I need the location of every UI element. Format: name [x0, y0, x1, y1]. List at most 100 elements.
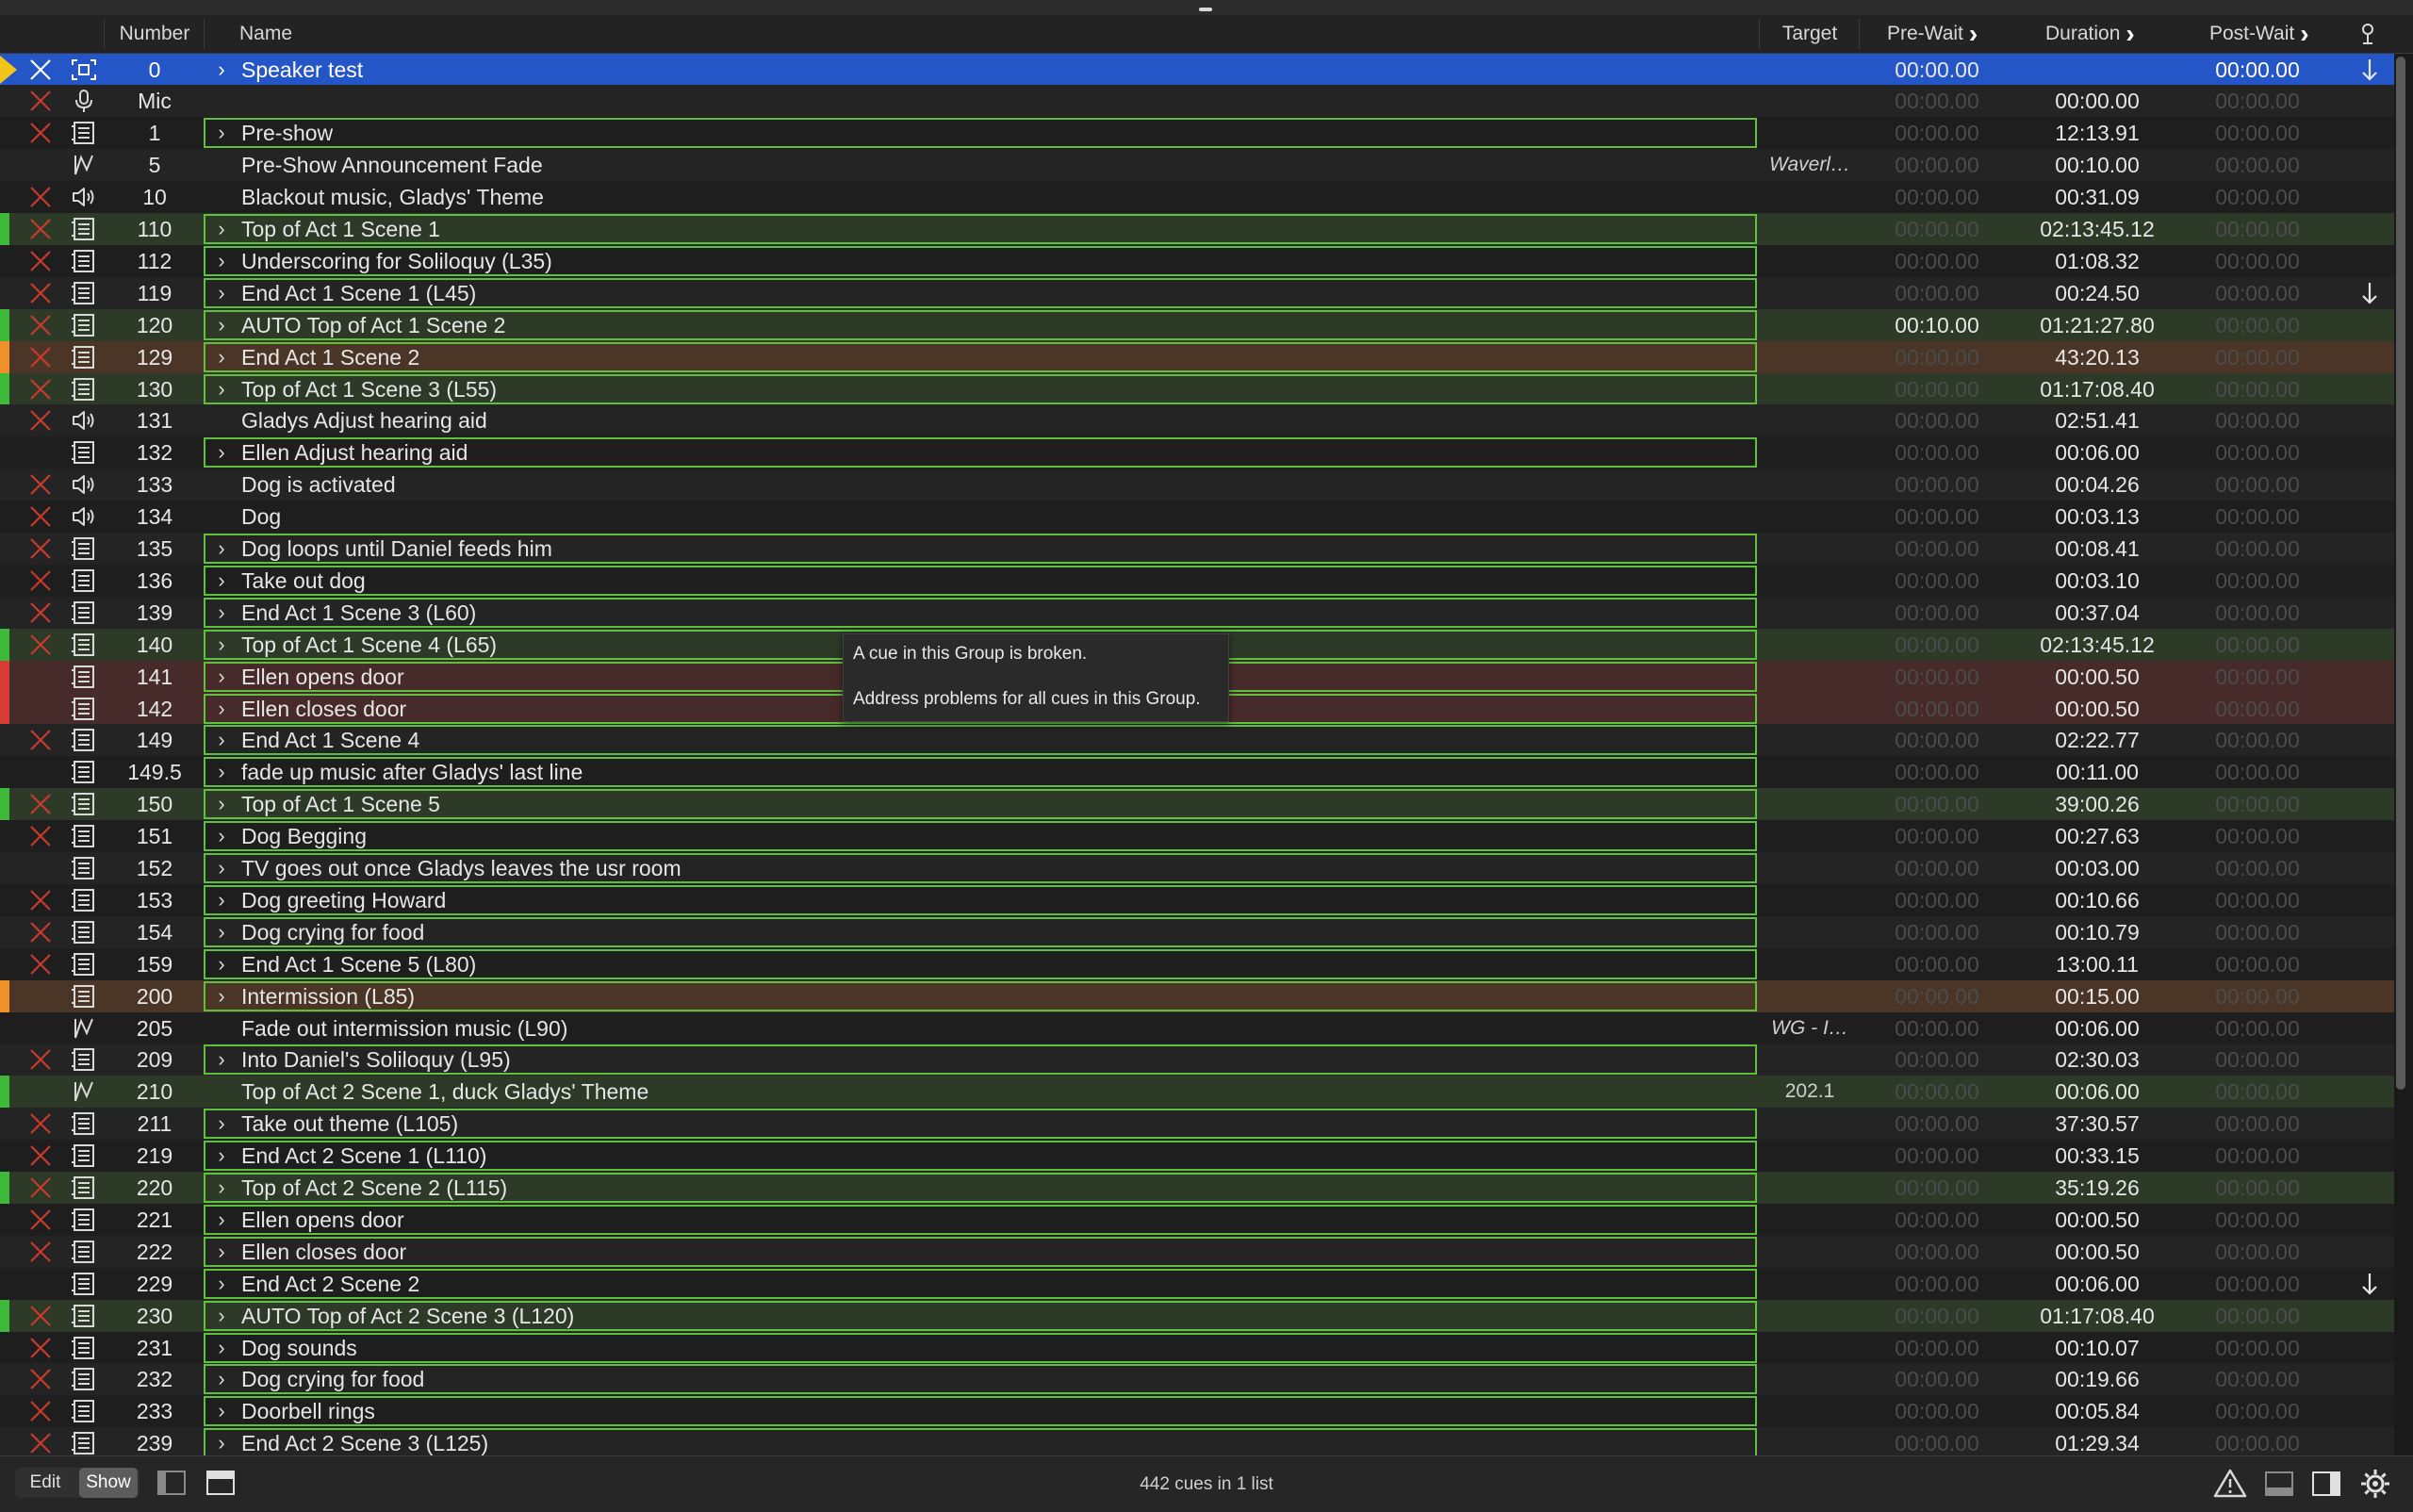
cue-row[interactable]: 139 › End Act 1 Scene 3 (L60) 00:00.00 00:37… [0, 596, 2394, 629]
sidebar-left-icon[interactable] [155, 1468, 189, 1500]
cue-name-cell[interactable]: › Top of Act 1 Scene 3 (L55) [205, 373, 1759, 405]
cue-name-cell[interactable]: › Dog crying for food [205, 1363, 1759, 1395]
edit-mode-button[interactable]: Edit [29, 1472, 61, 1492]
column-postwait[interactable]: Post-Wait › [2209, 15, 2309, 53]
disclosure-chevron-icon[interactable]: › [218, 248, 225, 272]
cue-row[interactable]: 209 › Into Daniel's Soliloquy (L95) 00:00.0… [0, 1044, 2394, 1076]
broken-status-icon[interactable] [26, 1432, 55, 1454]
cue-name-cell[interactable]: › End Act 1 Scene 3 (L60) [205, 597, 1759, 629]
cue-name-cell[interactable]: › Take out theme (L105) [205, 1108, 1759, 1140]
disclosure-chevron-icon[interactable]: › [218, 760, 225, 784]
broken-status-icon[interactable] [26, 1112, 55, 1135]
cue-row[interactable]: 151 › Dog Begging 00:00.00 00:27.63 00:00.00 [0, 820, 2394, 853]
broken-status-icon[interactable] [26, 186, 55, 208]
disclosure-chevron-icon[interactable]: › [218, 567, 225, 592]
disclosure-chevron-icon[interactable]: › [218, 951, 225, 976]
broken-status-icon[interactable] [26, 825, 55, 847]
cue-name-cell[interactable]: Gladys Adjust hearing aid [205, 404, 1759, 436]
disclosure-chevron-icon[interactable]: › [218, 57, 225, 81]
cue-name-cell[interactable]: › Top of Act 1 Scene 5 [205, 788, 1759, 820]
cue-name-cell[interactable]: › End Act 1 Scene 2 [205, 341, 1759, 373]
cue-row[interactable]: 159 › End Act 1 Scene 5 (L80) 00:00.00 13:00… [0, 947, 2394, 980]
cue-name-cell[interactable]: › Ellen closes door [205, 1236, 1759, 1268]
cue-name-cell[interactable]: › Dog loops until Daniel feeds him [205, 533, 1759, 565]
cue-name-cell[interactable]: › Top of Act 2 Scene 2 (L115) [205, 1172, 1759, 1204]
broken-status-icon[interactable] [26, 729, 55, 751]
cue-row[interactable]: 229 › End Act 2 Scene 2 00:00.00 00:06.00 00:… [0, 1267, 2394, 1300]
broken-status-icon[interactable] [26, 921, 55, 944]
column-number[interactable]: Number [119, 23, 190, 44]
disclosure-chevron-icon[interactable]: › [218, 1335, 225, 1359]
cue-name-cell[interactable]: › Dog crying for food [205, 916, 1759, 948]
disclosure-chevron-icon[interactable]: › [218, 1271, 225, 1295]
broken-status-icon[interactable] [26, 1048, 55, 1071]
cue-name-cell[interactable]: › Into Daniel's Soliloquy (L95) [205, 1044, 1759, 1076]
cue-name-cell[interactable]: Fade out intermission music (L90) [205, 1012, 1759, 1044]
cue-row[interactable]: 129 › End Act 1 Scene 2 00:00.00 43:20.13 00:… [0, 340, 2394, 373]
cue-name-cell[interactable]: › Dog greeting Howard [205, 884, 1759, 916]
disclosure-chevron-icon[interactable]: › [218, 280, 225, 304]
cue-row[interactable]: 152 › TV goes out once Gladys leaves the u… [0, 852, 2394, 884]
cue-name-cell[interactable]: › AUTO Top of Act 1 Scene 2 [205, 309, 1759, 341]
disclosure-chevron-icon[interactable]: › [218, 728, 225, 752]
cue-name-cell[interactable]: Top of Act 2 Scene 1, duck Gladys' Theme [205, 1076, 1759, 1108]
cue-name-cell[interactable]: › Ellen Adjust hearing aid [205, 436, 1759, 468]
broken-status-icon[interactable] [26, 633, 55, 656]
cue-row[interactable]: 232 › Dog crying for food 00:00.00 00:19.66 0… [0, 1363, 2394, 1396]
disclosure-chevron-icon[interactable]: › [218, 536, 225, 560]
disclosure-chevron-icon[interactable]: › [218, 792, 225, 816]
cue-row[interactable]: 133 Dog is activated 00:00.00 00:04.26 00:00… [0, 468, 2394, 501]
cue-name-cell[interactable]: › TV goes out once Gladys leaves the usr … [205, 852, 1759, 884]
broken-status-icon[interactable] [26, 58, 55, 81]
disclosure-chevron-icon[interactable]: › [218, 919, 225, 944]
cue-name-cell[interactable]: › End Act 2 Scene 2 [205, 1268, 1759, 1300]
cue-name-cell[interactable]: › End Act 2 Scene 1 (L110) [205, 1140, 1759, 1172]
cue-name-cell[interactable]: › Speaker test [205, 54, 1759, 86]
right-panel-icon[interactable] [2309, 1468, 2343, 1500]
cue-row[interactable]: Mic 00:00.00 00:00.00 00:00.00 [0, 85, 2394, 118]
broken-status-icon[interactable] [26, 1208, 55, 1231]
cue-row[interactable]: 110 › Top of Act 1 Scene 1 00:00.00 02:13:45… [0, 213, 2394, 245]
disclosure-chevron-icon[interactable]: › [218, 887, 225, 912]
disclosure-chevron-icon[interactable]: › [218, 1175, 225, 1199]
disclosure-chevron-icon[interactable]: › [218, 664, 225, 688]
cue-row[interactable]: 210 Top of Act 2 Scene 1, duck Gladys' Th… [0, 1076, 2394, 1109]
broken-status-icon[interactable] [26, 1176, 55, 1199]
disclosure-chevron-icon[interactable]: › [218, 1399, 225, 1423]
cue-row[interactable]: 136 › Take out dog 00:00.00 00:03.10 00:00.00 [0, 564, 2394, 597]
column-target[interactable]: Target [1781, 23, 1838, 44]
cue-row[interactable]: 1 › Pre-show 00:00.00 12:13.91 00:00.00 [0, 117, 2394, 150]
cue-name-cell[interactable] [205, 85, 1759, 117]
disclosure-chevron-icon[interactable]: › [218, 600, 225, 624]
cue-row[interactable]: 134 Dog 00:00.00 00:03.13 00:00.00 [0, 501, 2394, 534]
cue-name-cell[interactable]: › Pre-show [205, 117, 1759, 149]
broken-status-icon[interactable] [26, 537, 55, 560]
cue-row[interactable]: 221 › Ellen opens door 00:00.00 00:00.50 00:0… [0, 1203, 2394, 1236]
inspector-panel-icon[interactable] [204, 1468, 238, 1500]
disclosure-chevron-icon[interactable]: › [218, 121, 225, 145]
cue-row[interactable]: 154 › Dog crying for food 00:00.00 00:10.79 0… [0, 915, 2394, 948]
cue-name-cell[interactable]: › Ellen opens door [205, 661, 1759, 693]
cue-row[interactable]: 222 › Ellen closes door 00:00.00 00:00.50 00:… [0, 1235, 2394, 1268]
cue-name-cell[interactable]: › Dog sounds [205, 1332, 1759, 1364]
broken-status-icon[interactable] [26, 346, 55, 369]
cue-row[interactable]: 5 Pre-Show Announcement Fade Waverl… 00:00.… [0, 149, 2394, 182]
cue-row[interactable]: 150 › Top of Act 1 Scene 5 00:00.00 39:00.26… [0, 788, 2394, 821]
broken-status-icon[interactable] [26, 473, 55, 496]
cue-row[interactable]: 119 › End Act 1 Scene 1 (L45) 00:00.00 00:24… [0, 276, 2394, 309]
cue-row[interactable]: 231 › Dog sounds 00:00.00 00:10.07 00:00.00 [0, 1331, 2394, 1364]
cue-row[interactable]: 149 › End Act 1 Scene 4 00:00.00 02:22.77 00:… [0, 724, 2394, 757]
broken-status-icon[interactable] [26, 218, 55, 240]
scrollbar-thumb[interactable] [2396, 57, 2405, 1090]
broken-status-icon[interactable] [26, 505, 55, 528]
resize-grip[interactable] [1199, 8, 1212, 11]
disclosure-chevron-icon[interactable]: › [218, 983, 225, 1008]
cue-row[interactable]: 153 › Dog greeting Howard 00:00.00 00:10.66 0… [0, 883, 2394, 916]
disclosure-chevron-icon[interactable]: › [218, 1047, 225, 1072]
cue-name-cell[interactable]: › End Act 2 Scene 3 (L125) [205, 1427, 1759, 1455]
disclosure-chevron-icon[interactable]: › [218, 344, 225, 369]
broken-status-icon[interactable] [26, 1241, 55, 1263]
disclosure-chevron-icon[interactable]: › [218, 440, 225, 465]
cue-row[interactable]: 135 › Dog loops until Daniel feeds him 00:0… [0, 533, 2394, 565]
broken-status-icon[interactable] [26, 90, 55, 112]
